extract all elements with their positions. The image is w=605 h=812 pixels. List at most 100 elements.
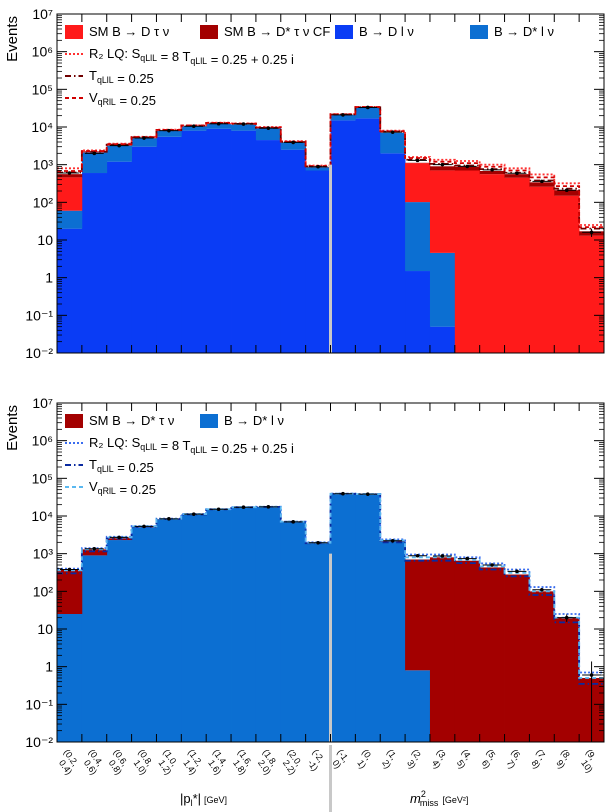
bar-p1-s0-b8 xyxy=(255,506,282,742)
ytick-label-p1-6: 10⁴ xyxy=(31,508,53,524)
bar-p0-s2-b19 xyxy=(529,186,555,353)
data-point-p0-13 xyxy=(390,130,395,134)
bar-p1-s1-b18 xyxy=(504,574,530,742)
x-tick-label-15: (3,4) xyxy=(427,747,451,770)
bar-p1-s1-b14 xyxy=(405,559,431,671)
ytick-label-p1-1: 10⁻¹ xyxy=(25,696,53,712)
bar-p1-s1-b0 xyxy=(57,569,83,615)
data-point-p0-20 xyxy=(564,188,569,192)
data-point-p0-5 xyxy=(191,124,196,129)
ytick-label-p1-3: 10 xyxy=(37,621,53,637)
data-point-p1-13 xyxy=(390,538,395,543)
data-point-p0-17 xyxy=(490,168,494,172)
data-point-p0-3 xyxy=(142,136,146,140)
bar-p1-s0-b13 xyxy=(380,541,406,742)
bottom-panel: 10⁻² 10⁻¹ 1 10 10² 10³ 10⁴ 10⁵ 10⁶ 10⁷ Events SM B … xyxy=(4,395,605,750)
bar-p0-s0-b10 xyxy=(305,170,331,353)
data-point-p0-9 xyxy=(291,140,296,145)
data-point-p1-15 xyxy=(440,554,445,558)
bar-p0-s1-b13 xyxy=(380,132,406,154)
bar-p0-s1-b0 xyxy=(57,210,83,229)
data-point-p1-20 xyxy=(564,615,569,620)
bar-p1-s0-b4 xyxy=(156,519,182,742)
ytick-label-p1-4: 10² xyxy=(33,583,54,599)
overlay-line-p0-2 xyxy=(57,106,604,228)
bar-p0-s3-b16 xyxy=(454,166,481,171)
bar-p1-s0-b12 xyxy=(355,494,381,742)
ytick-label-p1-0: 10⁻² xyxy=(25,734,53,750)
legend-line-label-p1-1: TqLlL = 0.25 xyxy=(89,457,154,475)
ytick-label-p0-7: 10⁵ xyxy=(32,81,53,97)
bar-p0-s1-b12 xyxy=(355,107,381,119)
bar-p1-s1-b19 xyxy=(529,591,555,742)
x-tick-label-21: (9,10) xyxy=(576,747,603,774)
x-tick-label-10: (-2,-1) xyxy=(302,747,328,772)
bar-p0-s1-b14 xyxy=(405,202,431,272)
ytick-label-p1-5: 10³ xyxy=(33,546,54,562)
legend-line-label-p0-1: TqLlL = 0.25 xyxy=(89,68,154,86)
bar-p0-s1-b8 xyxy=(255,128,282,141)
bar-p1-s0-b2 xyxy=(106,540,132,742)
bar-p0-s0-b11 xyxy=(330,120,356,354)
data-point-p1-18 xyxy=(515,569,519,574)
legend-line-label-p0-0: R₂ LQ: SqLlL = 8 TqLlL = 0.25 + 0.25 i xyxy=(89,46,294,67)
bar-p1-s0-b1 xyxy=(81,555,108,742)
bar-p1-s1-b1 xyxy=(81,549,108,556)
legend-line-label-p0-2: VqRlL = 0.25 xyxy=(89,90,156,108)
x-tick-label-2: (0.6,0.8) xyxy=(103,747,132,776)
legend-label-p1-0: SM B → D* τ ν xyxy=(89,413,174,428)
bar-p0-s2-b16 xyxy=(454,170,481,353)
bar-p0-s2-b18 xyxy=(504,177,530,353)
bar-p0-s2-b15 xyxy=(429,170,456,253)
ytick-label-p1-8: 10⁶ xyxy=(32,433,53,449)
bar-p0-s2-b0 xyxy=(57,177,83,211)
data-point-p1-3 xyxy=(142,524,146,529)
data-point-p1-14 xyxy=(415,553,420,558)
bar-p0-s0-b6 xyxy=(206,128,232,353)
data-point-p0-7 xyxy=(241,122,246,126)
bar-p0-s0-b4 xyxy=(156,136,182,353)
bar-p0-s0-b3 xyxy=(131,146,157,353)
legend-label-p0-2: B → D l ν xyxy=(359,24,414,39)
x-tick-label-16: (4,5) xyxy=(451,747,475,770)
ytick-label-p0-6: 10⁴ xyxy=(31,119,53,135)
ytick-label-p1-2: 1 xyxy=(45,659,53,675)
x-axis-labels: (0.2,0.4) (0.4,0.6) (0.6,0.8) (0.8,1.0) (1.0… xyxy=(54,745,603,812)
data-point-p1-1 xyxy=(92,546,97,551)
bar-p0-s3-b0 xyxy=(57,174,83,178)
data-point-p0-1 xyxy=(92,151,97,156)
overlay-line-p1-2 xyxy=(57,492,604,679)
ytick-label-p0-0: 10⁻² xyxy=(25,345,53,361)
x-tick-label-4: (1.0,1.2) xyxy=(153,747,182,776)
data-point-p1-9 xyxy=(291,520,296,524)
data-point-p0-14 xyxy=(415,158,420,163)
x-tick-label-1: (0.4,0.6) xyxy=(78,747,107,776)
legend-label-p1-1: B → D* l ν xyxy=(224,413,284,428)
x-tick-label-19: (7,8) xyxy=(526,747,550,770)
x-tick-label-0: (0.2,0.4) xyxy=(54,747,83,776)
bar-p0-s1-b5 xyxy=(181,126,207,131)
bar-p0-s1-b10 xyxy=(305,167,331,171)
data-point-p0-11 xyxy=(341,113,345,117)
ytick-label-p0-5: 10³ xyxy=(33,157,54,173)
ytick-label-p0-9: 10⁷ xyxy=(32,6,53,22)
data-point-p0-2 xyxy=(117,143,121,148)
legend-swatch-p0-1 xyxy=(200,25,218,39)
data-point-p1-21 xyxy=(589,673,594,677)
bar-p0-s3-b17 xyxy=(479,170,505,175)
data-point-p1-0 xyxy=(67,567,72,572)
data-point-p0-0 xyxy=(67,171,72,175)
data-point-p0-15 xyxy=(440,162,445,167)
x-tick-label-12: (0,1) xyxy=(352,747,376,770)
y-axis-label-p0: Events xyxy=(4,16,21,62)
legend-swatch-p1-1 xyxy=(200,414,218,428)
bar-p0-s3-b20 xyxy=(554,190,580,196)
legend-line-label-p1-2: VqRlL = 0.25 xyxy=(89,479,156,497)
ytick-label-p0-8: 10⁶ xyxy=(32,44,53,60)
bar-p0-s1-b7 xyxy=(231,124,257,131)
bar-p1-s0-b14 xyxy=(405,670,431,742)
bar-p0-s1-b4 xyxy=(156,130,182,137)
data-point-p0-16 xyxy=(465,164,470,169)
data-point-p0-4 xyxy=(167,128,171,133)
